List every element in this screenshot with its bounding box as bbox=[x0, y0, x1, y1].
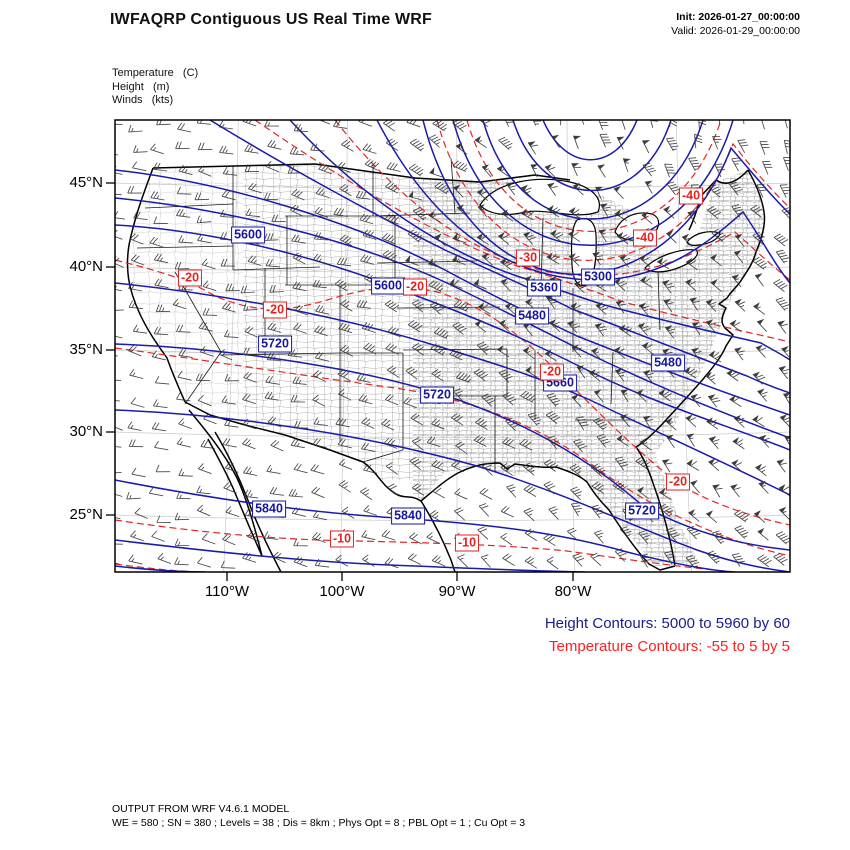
temperature-contour-label: -30 bbox=[515, 249, 541, 267]
model-config-line: WE = 580 ; SN = 380 ; Levels = 38 ; Dis … bbox=[112, 817, 526, 829]
lon-tick-label: 80°W bbox=[554, 583, 592, 600]
height-contour-label: 5600 bbox=[371, 277, 405, 295]
height-contour-label: 5300 bbox=[581, 268, 615, 286]
map-frame bbox=[106, 119, 791, 581]
weather-map-svg bbox=[106, 119, 791, 581]
init-timestamp: Init: 2026-01-27_00:00:00 bbox=[676, 11, 800, 23]
lat-tick-label: 25°N bbox=[69, 506, 103, 523]
height-contour-label: 5360 bbox=[527, 279, 561, 297]
height-contour-label: 5480 bbox=[515, 307, 549, 325]
temperature-contour-label: -40 bbox=[632, 229, 658, 247]
units-legend: Temperature (C) Height (m) Winds (kts) bbox=[112, 67, 198, 108]
height-contour-label: 5720 bbox=[420, 386, 454, 404]
temperature-contour-label: -20 bbox=[262, 301, 288, 319]
units-legend-height: Height (m) bbox=[112, 80, 170, 93]
lon-tick-label: 110°W bbox=[204, 583, 250, 600]
valid-timestamp: Valid: 2026-01-29_00:00:00 bbox=[671, 25, 800, 37]
height-contour-label: 5840 bbox=[391, 507, 425, 525]
temperature-contour-label: -20 bbox=[539, 363, 565, 381]
temperature-contour-legend: Temperature Contours: -55 to 5 by 5 bbox=[549, 638, 790, 655]
height-contour-label: 5720 bbox=[258, 335, 292, 353]
model-output-line: OUTPUT FROM WRF V4.6.1 MODEL bbox=[112, 803, 290, 815]
lat-tick-label: 40°N bbox=[69, 258, 103, 275]
lat-tick-label: 30°N bbox=[69, 423, 103, 440]
temperature-contour-label: -20 bbox=[402, 278, 428, 296]
height-contour-label: 5840 bbox=[252, 500, 286, 518]
lat-tick-label: 35°N bbox=[69, 341, 103, 358]
height-contour-label: 5600 bbox=[231, 226, 265, 244]
height-contours bbox=[115, 120, 790, 572]
height-contour-label: 5480 bbox=[651, 354, 685, 372]
temperature-contour-label: -10 bbox=[329, 530, 355, 548]
units-legend-temperature: Temperature (C) bbox=[112, 67, 199, 79]
lon-tick-label: 100°W bbox=[319, 583, 365, 600]
coastlines-borders bbox=[126, 163, 766, 572]
lon-tick-label: 90°W bbox=[438, 583, 476, 600]
height-contour-legend: Height Contours: 5000 to 5960 by 60 bbox=[544, 615, 790, 632]
lat-tick-label: 45°N bbox=[69, 174, 103, 191]
temperature-contour-label: -20 bbox=[665, 473, 691, 491]
temperature-contour-label: -20 bbox=[177, 269, 203, 287]
temperature-contour-label: -10 bbox=[454, 534, 480, 552]
temperature-contour-label: -40 bbox=[678, 187, 704, 205]
units-legend-winds: Winds (kts) bbox=[112, 94, 174, 106]
page-title: IWFAQRP Contiguous US Real Time WRF bbox=[110, 11, 432, 28]
height-contour-label: 5720 bbox=[625, 502, 659, 520]
